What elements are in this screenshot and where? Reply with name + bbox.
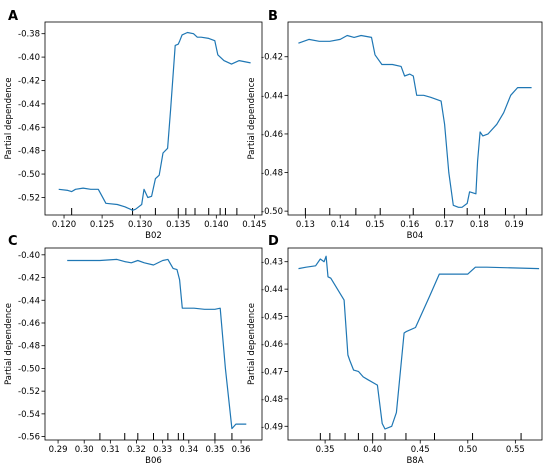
panel-letter-a: A (8, 9, 18, 24)
panel-b-x-axis-label: B04 (407, 231, 424, 241)
panel-b-x-tick-label: 0.19 (505, 220, 524, 230)
panel-a-y-tick-label: -0.40 (18, 53, 40, 63)
panel-b-y-tick-label: -0.50 (261, 207, 283, 217)
panel-c-y-tick-label: -0.44 (18, 296, 40, 306)
panel-d-x-tick-label: 0.55 (506, 445, 525, 455)
panel-c-x-axis-label: B06 (145, 456, 162, 466)
chart-panel-c: 0.29 0.30 0.31 0.32 0.33 0.34 0.35 0.36 -0.56 -0.… (4, 247, 263, 466)
panel-letter-b: B (268, 9, 278, 24)
panel-a-x-tick-label: 0.125 (90, 220, 114, 230)
panel-b-x-tick-label: 0.18 (470, 220, 489, 230)
panel-d-x-tick-label: 0.45 (411, 445, 430, 455)
panel-a-x-tick-label: 0.130 (128, 220, 152, 230)
panel-b-x-tick-label: 0.14 (331, 220, 350, 230)
panel-c-partial-dependence-line (67, 258, 247, 430)
panel-c-y-tick-label: -0.54 (18, 410, 40, 420)
panel-c-x-tick-label: 0.31 (101, 445, 120, 455)
panel-b-x-tick-label: 0.16 (400, 220, 419, 230)
panel-a-partial-dependence-line (58, 31, 251, 211)
panel-a-x-tick-label: 0.135 (166, 220, 190, 230)
panel-a-y-tick-label: -0.48 (18, 147, 40, 157)
panel-d-y-tick-label: -0.47 (261, 367, 283, 377)
panel-c-y-tick-label: -0.50 (18, 364, 40, 374)
panel-b-partial-dependence-line (298, 34, 532, 208)
panel-b-x-tick-label: 0.13 (296, 220, 315, 230)
panel-b-x-tick-label: 0.17 (435, 220, 454, 230)
panel-d-y-axis-label: Partial dependence (247, 303, 257, 385)
panel-a-y-tick-label: -0.42 (18, 76, 40, 86)
panel-c-y-tick-label: -0.48 (18, 342, 40, 352)
panel-a-x-tick-label: 0.120 (52, 220, 76, 230)
panel-a-axes-frame (44, 21, 263, 216)
panel-c-y-axis-label: Partial dependence (4, 303, 14, 385)
panel-d-partial-dependence-line (298, 255, 540, 430)
panel-c-y-tick-label: -0.52 (18, 387, 40, 397)
panel-b-y-tick-label: -0.46 (261, 130, 283, 140)
panel-c-y-tick-label: -0.56 (18, 433, 40, 443)
panel-d-y-tick-label: -0.44 (261, 285, 283, 295)
panel-d-y-tick-label: -0.48 (261, 395, 283, 405)
panel-c-x-tick-label: 0.33 (153, 445, 172, 455)
panel-d-y-tick-label: -0.45 (261, 313, 283, 323)
panel-d-x-tick-label: 0.35 (316, 445, 335, 455)
panel-a-y-tick-label: -0.52 (18, 193, 40, 203)
panel-b-y-tick-label: -0.42 (261, 53, 283, 63)
panel-c-x-tick-label: 0.36 (232, 445, 251, 455)
panel-d-x-axis-label: B8A (406, 456, 423, 466)
panel-b-y-axis-label: Partial dependence (247, 78, 257, 160)
panel-b-y-tick-label: -0.44 (261, 91, 283, 101)
chart-panel-b: 0.13 0.14 0.15 0.16 0.17 0.18 0.19 -0.50 -0.48 -0… (247, 21, 543, 241)
panel-d-x-tick-label: 0.50 (458, 445, 477, 455)
chart-panel-d: 0.35 0.40 0.45 0.50 0.55 -0.49 -0.48 -0.47 -0.46… (247, 247, 543, 466)
panel-a-y-axis-label: Partial dependence (4, 78, 14, 160)
panel-letter-d: D (268, 234, 279, 249)
panel-c-x-tick-label: 0.35 (205, 445, 224, 455)
panel-a-x-axis-label: B02 (145, 231, 162, 241)
panel-c-y-tick-label: -0.42 (18, 274, 40, 284)
panel-letter-c: C (8, 234, 18, 249)
panel-d-y-tick-label: -0.43 (261, 258, 283, 268)
panel-a-x-tick-label: 0.140 (204, 220, 228, 230)
panel-b-x-tick-label: 0.15 (366, 220, 385, 230)
panel-d-y-tick-label: -0.46 (261, 340, 283, 350)
panel-c-x-tick-label: 0.34 (179, 445, 198, 455)
panel-c-x-tick-label: 0.29 (49, 445, 68, 455)
panel-a-y-tick-label: -0.44 (18, 100, 40, 110)
panel-c-y-tick-label: -0.46 (18, 319, 40, 329)
panel-d-y-tick-label: -0.49 (261, 422, 283, 432)
panel-a-y-tick-label: -0.50 (18, 170, 40, 180)
panel-d-axes-frame (287, 247, 543, 441)
panel-c-y-tick-label: -0.40 (18, 251, 40, 261)
panel-a-y-tick-label: -0.38 (18, 30, 40, 40)
panel-c-x-tick-label: 0.32 (127, 445, 146, 455)
panel-c-x-tick-label: 0.30 (75, 445, 94, 455)
panel-a-y-tick-label: -0.46 (18, 123, 40, 133)
panel-b-axes-frame (287, 21, 543, 216)
panel-d-x-tick-label: 0.40 (363, 445, 382, 455)
panel-a-x-tick-label: 0.145 (242, 220, 266, 230)
chart-panel-a: 0.120 0.125 0.130 0.135 0.140 0.145 -0.52 -0.50… (4, 21, 267, 241)
panel-b-y-tick-label: -0.48 (261, 169, 283, 179)
